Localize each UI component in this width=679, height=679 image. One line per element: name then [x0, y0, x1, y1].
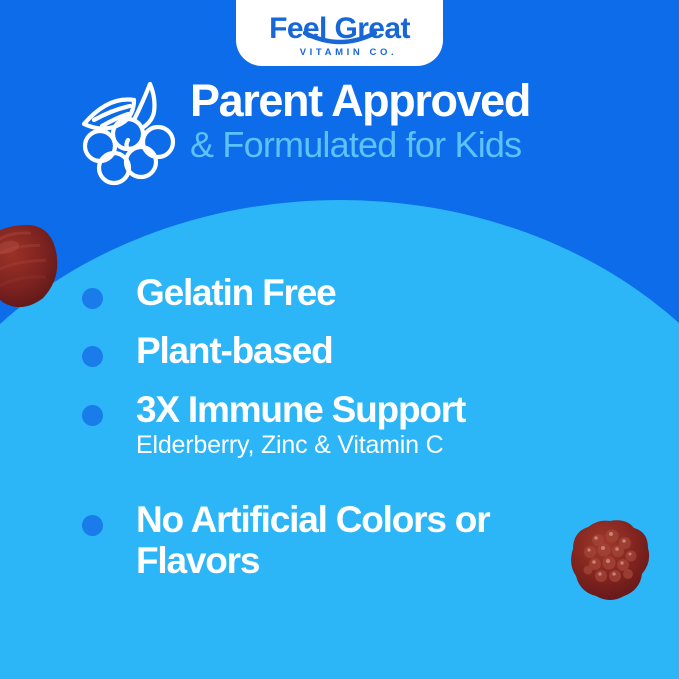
brand-name: Feel Great	[269, 11, 410, 45]
list-item: 3X Immune Support Elderberry, Zinc & Vit…	[78, 389, 638, 461]
smile-swoosh-icon	[302, 31, 377, 45]
feature-list: Gelatin Free Plant-based 3X Immune Suppo…	[78, 272, 638, 599]
bullet-dot-icon	[82, 404, 103, 426]
list-item: Gelatin Free	[78, 272, 638, 313]
subheadline-text: & Formulated for Kids	[190, 123, 522, 165]
list-item: Plant-based	[78, 330, 638, 371]
headline-block: Parent Approved & Formulated for Kids	[190, 78, 660, 166]
light-blue-background-shape	[0, 200, 679, 679]
feature-subtitle: Elderberry, Zinc & Vitamin C	[136, 431, 444, 460]
list-item: No Artificial Colors or Flavors	[78, 499, 638, 582]
berry-cluster-icon	[81, 81, 176, 186]
bullet-dot-icon	[82, 288, 103, 309]
feature-title: 3X Immune Support	[136, 388, 466, 430]
feature-title: Plant-based	[136, 330, 334, 372]
brand-tagline: VITAMIN CO.	[299, 46, 398, 58]
bullet-dot-icon	[82, 514, 103, 536]
brand-logo-badge: Feel Great VITAMIN CO.	[236, 0, 443, 66]
feature-title: Gelatin Free	[136, 272, 337, 313]
gummy-left-decoration	[0, 224, 58, 307]
bullet-dot-icon	[82, 346, 103, 368]
headline-text: Parent Approved	[190, 75, 531, 126]
feature-title: No Artificial Colors or Flavors	[136, 498, 491, 582]
gummy-right-decoration	[571, 520, 650, 600]
